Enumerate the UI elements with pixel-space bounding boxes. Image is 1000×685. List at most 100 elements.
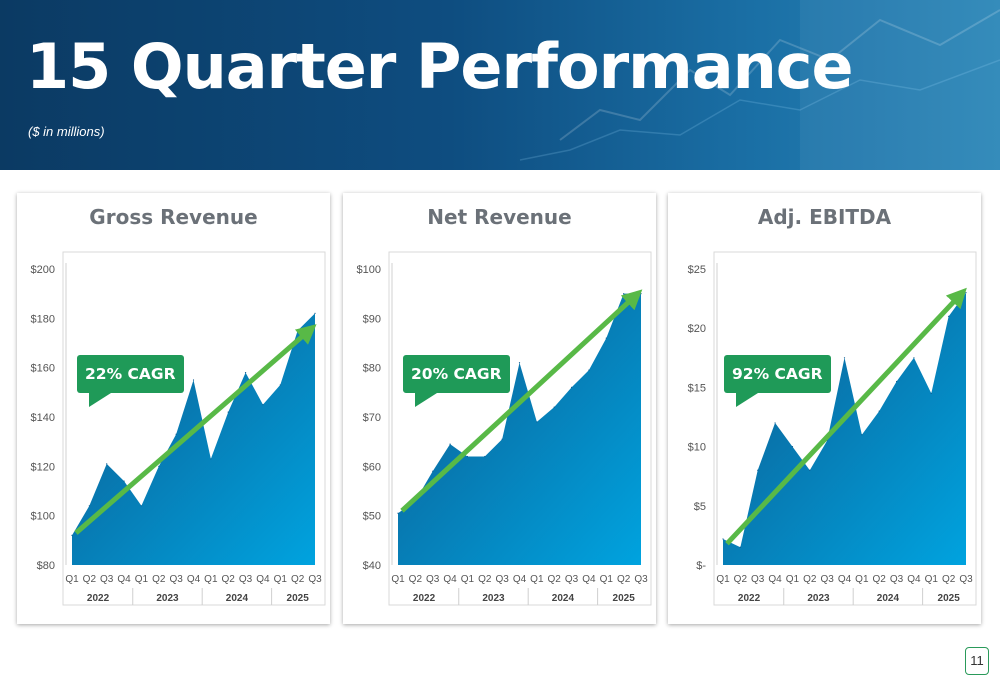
data-point — [930, 392, 932, 394]
data-point — [466, 455, 469, 458]
x-tick-label: Q3 — [634, 574, 648, 585]
x-tick-label: Q2 — [617, 574, 631, 585]
x-tick-label: Q3 — [169, 574, 183, 585]
year-label: 2022 — [413, 593, 436, 604]
data-point — [71, 534, 73, 536]
x-tick-label: Q4 — [907, 574, 921, 585]
plot-frame — [62, 251, 326, 606]
x-tick-label: Q1 — [600, 574, 614, 585]
y-tick-label: $40 — [363, 560, 381, 572]
x-tick-label: Q4 — [256, 574, 270, 585]
plot-frame — [388, 251, 652, 606]
x-tick-label: Q3 — [751, 574, 765, 585]
x-tick-label: Q2 — [942, 574, 956, 585]
series-area — [398, 293, 641, 565]
page-number: 11 — [965, 647, 989, 675]
data-point — [843, 357, 846, 359]
data-point — [536, 421, 538, 423]
y-tick-label: $20 — [688, 323, 706, 335]
data-point — [244, 372, 247, 374]
data-point — [739, 546, 741, 548]
data-point — [878, 410, 880, 412]
y-tick-label: $- — [696, 560, 706, 572]
data-point — [809, 469, 811, 471]
x-tick-label: Q1 — [135, 574, 149, 585]
year-label: 2022 — [738, 593, 761, 604]
x-tick-label: Q1 — [530, 574, 544, 585]
data-point — [297, 330, 299, 332]
data-point — [432, 470, 434, 472]
x-tick-label: Q1 — [716, 574, 730, 585]
y-tick-label: $200 — [31, 264, 55, 276]
data-point — [605, 337, 607, 339]
x-tick-label: Q3 — [820, 574, 834, 585]
x-tick-label: Q4 — [768, 574, 782, 585]
x-tick-label: Q4 — [513, 574, 527, 585]
chart-title: Net Revenue — [427, 205, 572, 229]
y-tick-label: $80 — [37, 560, 55, 572]
year-label: 2024 — [226, 593, 249, 604]
data-point — [570, 386, 573, 388]
data-point — [640, 293, 642, 295]
y-tick-label: $15 — [688, 382, 706, 394]
x-tick-label: Q1 — [855, 574, 869, 585]
year-label: 2022 — [87, 593, 110, 604]
y-tick-label: $180 — [31, 313, 55, 325]
y-tick-label: $140 — [31, 412, 55, 424]
data-point — [192, 379, 195, 381]
year-label: 2023 — [156, 593, 179, 604]
x-tick-label: Q2 — [152, 574, 166, 585]
y-tick-label: $120 — [31, 461, 55, 473]
x-tick-label: Q2 — [291, 574, 305, 585]
header-background-graphic — [519, 0, 1000, 170]
y-tick-label: $90 — [363, 313, 381, 325]
series-area — [723, 292, 966, 565]
page-title: 15 Quarter Performance — [26, 30, 854, 103]
year-label: 2024 — [552, 593, 575, 604]
x-tick-label: Q3 — [495, 574, 509, 585]
data-point — [518, 362, 521, 364]
x-tick-label: Q1 — [786, 574, 800, 585]
x-tick-label: Q3 — [890, 574, 904, 585]
data-point — [262, 404, 264, 406]
data-point — [861, 434, 863, 436]
year-label: 2025 — [613, 593, 636, 604]
data-point — [88, 505, 90, 507]
y-tick-label: $100 — [357, 264, 381, 276]
data-point — [774, 422, 776, 424]
x-tick-label: Q4 — [187, 574, 201, 585]
x-tick-label: Q2 — [83, 574, 97, 585]
x-tick-label: Q1 — [391, 574, 405, 585]
y-tick-label: $160 — [31, 363, 55, 375]
data-point — [314, 312, 316, 314]
x-tick-label: Q3 — [239, 574, 253, 585]
data-point — [175, 433, 177, 435]
y-tick-label: $60 — [363, 461, 381, 473]
x-tick-label: Q3 — [565, 574, 579, 585]
x-tick-label: Q1 — [925, 574, 939, 585]
x-tick-label: Q2 — [222, 574, 236, 585]
year-label: 2025 — [287, 593, 310, 604]
x-tick-label: Q2 — [803, 574, 817, 585]
x-tick-label: Q3 — [959, 574, 973, 585]
data-point — [895, 380, 898, 383]
data-point — [484, 455, 486, 458]
x-tick-label: Q2 — [734, 574, 748, 585]
x-tick-label: Q3 — [100, 574, 114, 585]
data-point — [106, 463, 108, 465]
y-tick-label: $70 — [363, 412, 381, 424]
x-tick-label: Q1 — [65, 574, 79, 585]
cagr-badge: 20% CAGR — [403, 355, 510, 407]
data-point — [553, 406, 555, 408]
chart-title: Adj. EBITDA — [757, 205, 892, 229]
adj-ebitda-card: Adj. EBITDA $- $5 $10 $15 $20 $25 Q1 Q2 Q3 Q4 Q1 Q2… — [668, 193, 981, 624]
x-tick-label: Q3 — [308, 574, 322, 585]
x-tick-label: Q2 — [478, 574, 492, 585]
data-point — [757, 469, 759, 471]
trend-arrow — [725, 287, 967, 546]
y-tick-label: $25 — [688, 264, 706, 276]
y-tick-label: $10 — [688, 442, 706, 454]
